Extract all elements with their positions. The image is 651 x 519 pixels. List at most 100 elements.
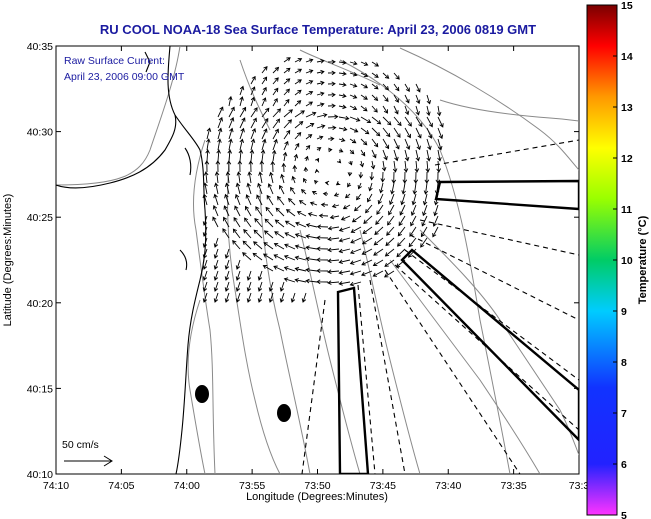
current-vector	[238, 149, 244, 162]
current-vector	[272, 77, 279, 85]
current-vector	[226, 160, 232, 173]
current-vector	[224, 182, 230, 195]
current-vector	[234, 205, 241, 217]
current-vector	[360, 61, 369, 66]
current-vector	[262, 253, 274, 261]
current-vector	[415, 149, 421, 162]
x-tick-label: 74:00	[174, 480, 200, 492]
current-vector	[228, 116, 235, 129]
y-axis-label: Latitude (Degrees:Minutes)	[2, 194, 14, 327]
y-tick-label: 40:10	[27, 469, 53, 481]
current-vector	[237, 160, 243, 173]
current-vector	[261, 107, 270, 118]
current-vector	[235, 259, 241, 270]
current-vector	[252, 252, 263, 261]
channel-southeast	[400, 248, 579, 442]
current-vector	[239, 85, 245, 96]
current-vector	[386, 226, 395, 236]
current-vector	[404, 149, 410, 162]
current-vector	[303, 177, 308, 184]
current-vector	[242, 252, 252, 261]
surface-current-vectors	[202, 57, 444, 303]
current-vector	[393, 105, 399, 115]
current-vector	[322, 191, 329, 197]
current-vector	[426, 105, 431, 117]
current-vector	[244, 217, 252, 228]
current-vector	[349, 105, 358, 111]
current-vector	[336, 158, 342, 164]
current-vector	[253, 241, 263, 250]
current-vector	[250, 117, 257, 129]
current-vector	[338, 259, 351, 265]
current-vector	[377, 193, 384, 205]
current-vector	[260, 149, 266, 162]
current-vector	[382, 116, 392, 126]
current-vector	[213, 237, 219, 248]
map-title: RU COOL NOAA-18 Sea Surface Temperature:…	[100, 22, 536, 37]
current-vector	[349, 127, 359, 133]
current-vector	[393, 127, 401, 138]
current-vector	[250, 96, 256, 107]
x-tick-label: 73:55	[239, 480, 265, 492]
current-vector	[263, 230, 274, 239]
current-vector	[311, 191, 318, 196]
current-vector	[204, 160, 210, 173]
current-vector	[316, 268, 329, 274]
current-vector	[437, 138, 443, 151]
current-vector	[294, 244, 307, 250]
current-vector	[393, 72, 400, 80]
current-vector	[372, 270, 384, 277]
current-vector	[203, 171, 209, 184]
current-vector	[327, 59, 336, 65]
current-vector	[250, 75, 256, 85]
current-vector	[437, 127, 444, 140]
y-tick-label: 40:20	[27, 298, 53, 310]
legend-current-time: April 23, 2006 09:00 GMT	[64, 71, 185, 83]
current-vector	[298, 200, 307, 206]
buoy-marker	[195, 385, 209, 403]
current-vector	[246, 270, 252, 281]
current-vector	[217, 127, 223, 140]
current-vector	[246, 182, 252, 195]
current-vector	[294, 100, 302, 107]
current-vector	[382, 105, 388, 114]
current-vector	[324, 180, 330, 186]
current-vector	[436, 160, 442, 173]
current-vector	[217, 116, 223, 129]
current-vector	[261, 128, 268, 140]
current-vector	[212, 216, 219, 228]
current-vector	[426, 127, 433, 139]
current-vector	[284, 220, 296, 228]
current-vector	[415, 94, 421, 105]
current-vector	[369, 171, 375, 181]
current-vector	[272, 97, 278, 107]
current-vector	[371, 127, 381, 137]
current-vector	[361, 237, 373, 245]
current-vector	[272, 87, 279, 96]
current-vector	[315, 157, 320, 163]
current-vector	[247, 171, 252, 184]
current-vector	[360, 94, 368, 100]
current-vector	[275, 207, 285, 217]
current-vector	[368, 182, 373, 192]
colorbar-tick-label: 7	[621, 408, 627, 420]
current-vector	[305, 245, 318, 250]
current-vector	[261, 86, 267, 96]
current-vector	[250, 107, 258, 118]
current-vector	[375, 215, 384, 225]
current-vector	[396, 248, 406, 258]
current-vector	[384, 248, 395, 257]
current-vector	[349, 259, 362, 265]
current-vector	[305, 223, 318, 228]
current-vector	[285, 209, 296, 217]
current-vector	[222, 228, 230, 239]
current-vector	[327, 114, 339, 120]
current-vector	[273, 265, 285, 272]
current-vector	[338, 148, 344, 153]
current-vector	[393, 149, 399, 162]
current-vector	[287, 197, 296, 206]
current-vector	[265, 206, 274, 217]
current-vector	[338, 126, 348, 132]
current-vector	[292, 164, 298, 173]
current-vector	[268, 281, 274, 292]
